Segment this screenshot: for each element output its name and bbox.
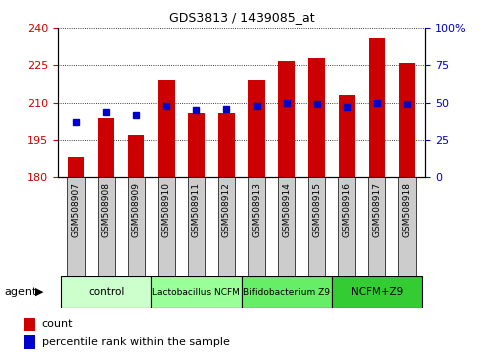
Text: GDS3813 / 1439085_at: GDS3813 / 1439085_at <box>169 11 314 24</box>
Bar <box>24 318 35 331</box>
Bar <box>309 58 325 177</box>
Text: GSM508908: GSM508908 <box>101 182 111 237</box>
Bar <box>128 135 144 177</box>
Bar <box>218 177 235 276</box>
Text: percentile rank within the sample: percentile rank within the sample <box>42 337 229 347</box>
Text: GSM508909: GSM508909 <box>132 182 141 237</box>
Bar <box>158 80 174 177</box>
Bar <box>398 63 415 177</box>
Bar <box>398 177 415 276</box>
Text: GSM508912: GSM508912 <box>222 182 231 237</box>
Bar <box>278 177 295 276</box>
Text: GSM508910: GSM508910 <box>162 182 171 237</box>
Bar <box>332 276 422 308</box>
Bar <box>308 177 325 276</box>
Bar <box>98 177 114 276</box>
Bar <box>188 113 205 177</box>
Bar <box>338 177 355 276</box>
Text: GSM508914: GSM508914 <box>282 182 291 237</box>
Text: count: count <box>42 319 73 329</box>
Bar <box>61 276 151 308</box>
Bar <box>248 80 265 177</box>
Text: NCFM+Z9: NCFM+Z9 <box>351 287 403 297</box>
Bar <box>68 177 85 276</box>
Bar <box>188 177 205 276</box>
Bar <box>339 95 355 177</box>
Text: Bifidobacterium Z9: Bifidobacterium Z9 <box>243 287 330 297</box>
Text: GSM508913: GSM508913 <box>252 182 261 237</box>
Text: GSM508907: GSM508907 <box>71 182 81 237</box>
Bar <box>24 335 35 349</box>
Text: agent: agent <box>5 287 37 297</box>
Text: GSM508918: GSM508918 <box>402 182 412 237</box>
Bar <box>151 276 242 308</box>
Bar <box>278 61 295 177</box>
Text: GSM508911: GSM508911 <box>192 182 201 237</box>
Text: control: control <box>88 287 124 297</box>
Text: ▶: ▶ <box>35 287 43 297</box>
Bar <box>218 113 235 177</box>
Text: Lactobacillus NCFM: Lactobacillus NCFM <box>153 287 241 297</box>
Text: GSM508915: GSM508915 <box>312 182 321 237</box>
Bar <box>68 157 85 177</box>
Bar <box>369 38 385 177</box>
Bar <box>248 177 265 276</box>
Bar <box>128 177 145 276</box>
Bar <box>369 177 385 276</box>
Text: GSM508916: GSM508916 <box>342 182 351 237</box>
Text: GSM508917: GSM508917 <box>372 182 382 237</box>
Bar <box>242 276 332 308</box>
Bar <box>98 118 114 177</box>
Bar <box>158 177 175 276</box>
